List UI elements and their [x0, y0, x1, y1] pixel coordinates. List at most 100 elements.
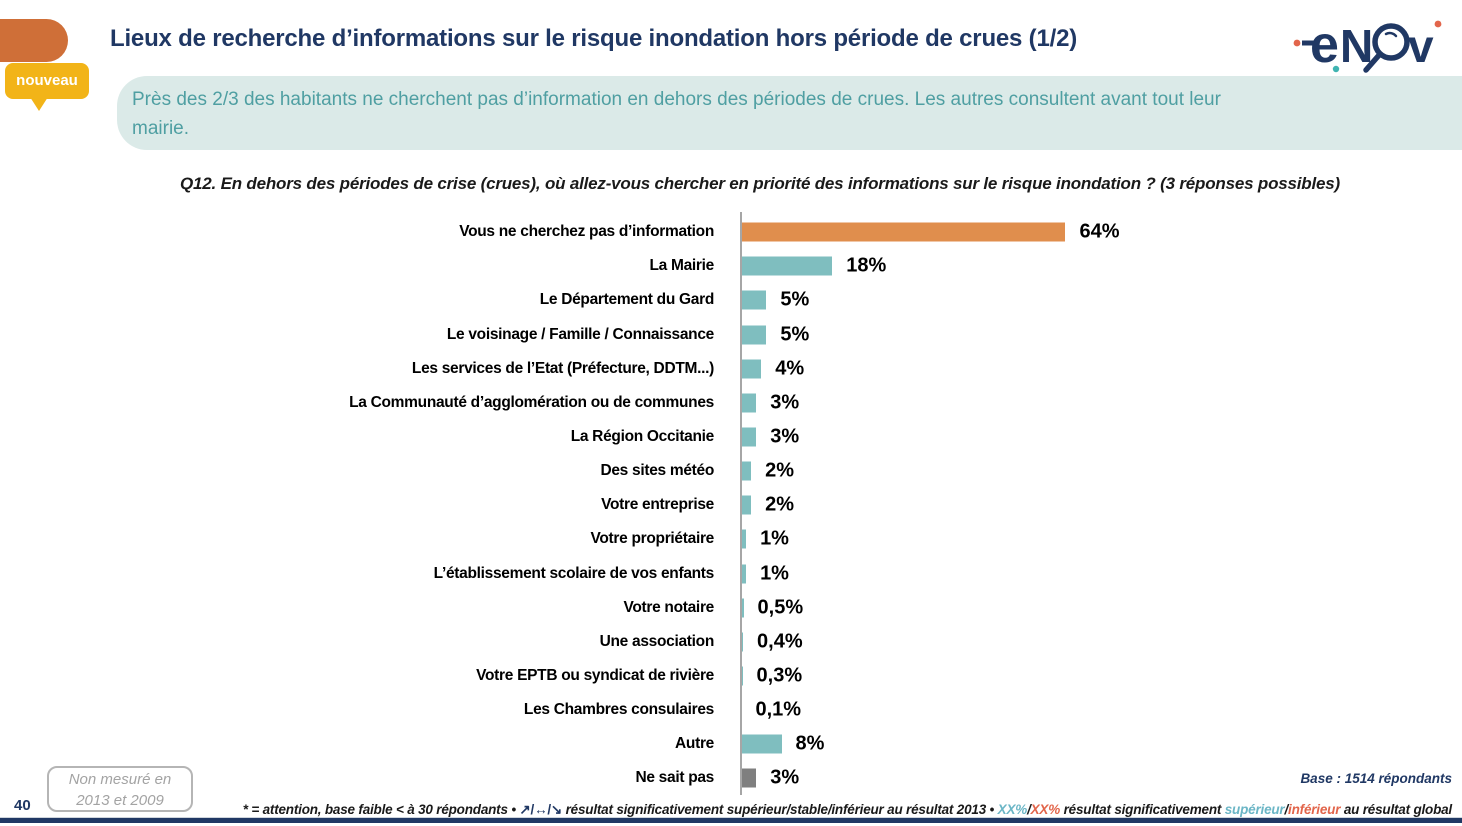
value-label: 0,1% — [755, 698, 802, 721]
bar — [741, 529, 747, 549]
footnote-superior-word: supérieur — [1224, 802, 1285, 817]
footnote-slash2: / — [1284, 802, 1289, 817]
value-label: 0,5% — [757, 596, 804, 619]
bar — [741, 598, 744, 618]
bar-chart: Vous ne cherchez pas d’information 64% La … — [0, 215, 1462, 796]
category-label: Les services de l’Etat (Préfecture, DDTM… — [411, 359, 714, 377]
category-label: L’établissement scolaire de vos enfants — [433, 564, 715, 582]
category-label: Des sites météo — [600, 462, 714, 480]
chart-row: Des sites météo 2% — [0, 454, 1462, 488]
significance-arrows-icon: ↗/↔/↘ — [519, 802, 563, 817]
footnote-part4: au résultat global — [1340, 802, 1452, 817]
bar — [741, 461, 752, 481]
value-label: 18% — [846, 254, 887, 277]
chart-row: Ne sait pas 3% — [0, 761, 1462, 795]
value-label: 0,3% — [756, 664, 803, 687]
footnote-slash1: / — [1027, 802, 1031, 817]
value-label: 4% — [775, 357, 805, 380]
value-label: 1% — [760, 562, 789, 585]
chart-row: Votre EPTB ou syndicat de rivière 0,3% — [0, 659, 1462, 693]
category-label: Autre — [675, 735, 714, 753]
enov-logo: e N v — [1290, 12, 1446, 76]
question-text: Q12. En dehors des périodes de crise (cr… — [180, 174, 1340, 193]
bar — [741, 359, 762, 379]
category-label: Votre entreprise — [601, 496, 714, 514]
footnote-part2: résultat significativement supérieur/sta… — [562, 802, 998, 817]
bottom-bar — [0, 817, 1462, 823]
note-line-2: 2013 et 2009 — [76, 792, 164, 809]
summary-banner: Près des 2/3 des habitants ne cherchent … — [117, 76, 1462, 150]
value-label: 3% — [770, 391, 800, 414]
bar — [741, 632, 744, 652]
page-title: Lieux de recherche d’informations sur le… — [110, 25, 1078, 52]
category-label: La Mairie — [649, 257, 715, 275]
nouveau-badge: nouveau — [5, 63, 89, 99]
chart-row: L’établissement scolaire de vos enfants 1… — [0, 557, 1462, 591]
chart-row: La Mairie 18% — [0, 249, 1462, 283]
header-accent-tab — [0, 19, 68, 62]
chart-row: La Région Occitanie 3% — [0, 420, 1462, 454]
bar — [741, 734, 782, 754]
bar — [741, 427, 757, 447]
nouveau-badge-tail — [30, 97, 48, 111]
category-label: Votre notaire — [623, 598, 714, 616]
footnote-inferior-word: inférieur — [1288, 802, 1341, 817]
chart-row: Les services de l’Etat (Préfecture, DDTM… — [0, 352, 1462, 386]
category-label: La Communauté d’agglomération ou de comm… — [349, 393, 714, 411]
category-label: Votre propriétaire — [590, 530, 714, 548]
chart-row: Vous ne cherchez pas d’information 64% — [0, 215, 1462, 249]
svg-text:v: v — [1408, 20, 1434, 72]
bar — [741, 325, 767, 344]
note-box: Non mesuré en 2013 et 2009 — [47, 766, 193, 812]
footnote: * = attention, base faible < à 30 répond… — [243, 802, 1452, 818]
base-respondents: Base : 1514 répondants — [1300, 771, 1452, 786]
footnote-part3: résultat significativement — [1060, 802, 1225, 817]
svg-text:e: e — [1310, 16, 1339, 74]
category-label: La Région Occitanie — [570, 427, 715, 445]
category-label: Ne sait pas — [635, 769, 714, 787]
chart-row: Une association 0,4% — [0, 625, 1462, 659]
value-label: 5% — [780, 323, 810, 345]
svg-text:N: N — [1340, 20, 1373, 72]
value-label: 3% — [770, 766, 800, 789]
chart-row: Autre 8% — [0, 727, 1462, 761]
value-label: 64% — [1079, 220, 1120, 243]
bar — [741, 222, 1066, 242]
summary-line-2: mairie. — [132, 118, 190, 139]
category-label: Le voisinage / Famille / Connaissance — [446, 325, 714, 343]
bar — [741, 393, 757, 413]
value-label: 8% — [795, 732, 825, 755]
footnote-xx-superior: XX% — [997, 802, 1028, 817]
chart-row: Le Département du Gard 5% — [0, 283, 1462, 317]
chart-row: Votre propriétaire 1% — [0, 522, 1462, 556]
value-label: 0,4% — [757, 630, 803, 653]
chart-axis-line — [740, 212, 742, 795]
bar — [741, 495, 752, 515]
bar — [741, 768, 757, 788]
chart-row: Votre entreprise 2% — [0, 488, 1462, 522]
category-label: Les Chambres consulaires — [523, 701, 714, 719]
chart-row: La Communauté d’agglomération ou de comm… — [0, 386, 1462, 420]
chart-row: Les Chambres consulaires 0,1% — [0, 693, 1462, 727]
category-label: Une association — [599, 632, 715, 650]
magnifier-icon — [1372, 23, 1410, 61]
summary-line-1: Près des 2/3 des habitants ne cherchent … — [132, 89, 1221, 110]
footnote-part1: * = attention, base faible < à 30 répond… — [242, 802, 520, 817]
category-label: Vous ne cherchez pas d’information — [459, 223, 714, 241]
bar — [741, 256, 833, 276]
category-label: Votre EPTB ou syndicat de rivière — [476, 667, 714, 684]
note-line-1: Non mesuré en — [68, 771, 172, 788]
slide-number: 40 — [14, 797, 31, 814]
value-label: 5% — [780, 288, 810, 311]
value-label: 2% — [765, 493, 795, 516]
bar — [741, 564, 747, 584]
bar — [741, 290, 767, 310]
chart-row: Le voisinage / Famille / Connaissance 5% — [0, 317, 1462, 351]
chart-row: Votre notaire 0,5% — [0, 591, 1462, 625]
enov-logo-graphic: e N v — [1293, 16, 1442, 74]
value-label: 2% — [765, 459, 795, 482]
value-label: 1% — [760, 527, 789, 550]
category-label: Le Département du Gard — [539, 291, 715, 309]
footnote-xx-inferior: XX% — [1030, 802, 1061, 817]
value-label: 3% — [770, 425, 800, 448]
